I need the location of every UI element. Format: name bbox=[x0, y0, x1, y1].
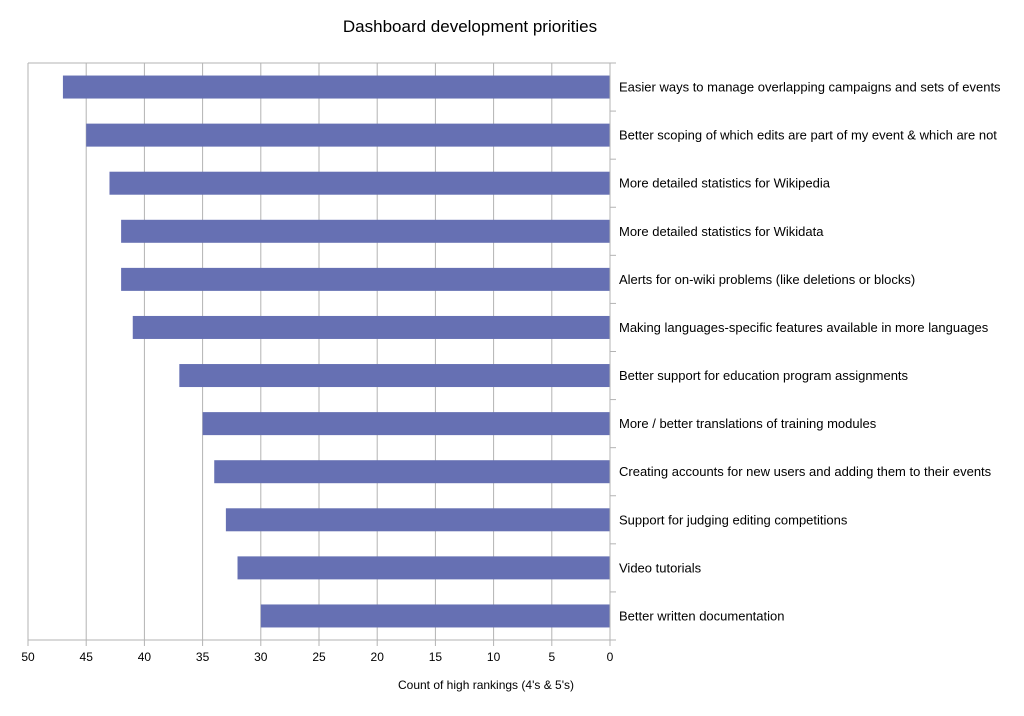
x-tick-label: 35 bbox=[196, 650, 210, 664]
x-tick-label: 0 bbox=[607, 650, 614, 664]
bar bbox=[62, 75, 611, 99]
x-tick-label: 45 bbox=[80, 650, 94, 664]
category-label: Creating accounts for new users and addi… bbox=[619, 464, 992, 479]
bar bbox=[109, 171, 610, 195]
category-label: Support for judging editing competitions bbox=[619, 512, 848, 527]
bar bbox=[121, 219, 611, 243]
x-tick-label: 15 bbox=[429, 650, 443, 664]
x-tick-label: 40 bbox=[138, 650, 152, 664]
category-labels: Easier ways to manage overlapping campai… bbox=[619, 80, 1001, 624]
bar bbox=[202, 412, 610, 436]
bar bbox=[260, 604, 610, 628]
x-tick-label: 25 bbox=[312, 650, 326, 664]
x-tick-label: 50 bbox=[21, 650, 35, 664]
category-label: More detailed statistics for Wikipedia bbox=[619, 176, 831, 191]
x-tick-label: 20 bbox=[371, 650, 385, 664]
category-label: More detailed statistics for Wikidata bbox=[619, 224, 824, 239]
category-label: More / better translations of training m… bbox=[619, 416, 877, 431]
x-axis-label: Count of high rankings (4's & 5's) bbox=[397, 678, 574, 692]
axes bbox=[28, 62, 616, 641]
bar bbox=[179, 364, 610, 388]
bar bbox=[121, 267, 611, 291]
category-label: Better support for education program ass… bbox=[619, 368, 909, 383]
x-tick-labels: 0 5 10 15 20 25 30 35 40 45 50 bbox=[21, 650, 613, 664]
bar bbox=[86, 123, 610, 147]
category-label: Better written documentation bbox=[619, 608, 784, 623]
bar bbox=[237, 556, 610, 580]
bar bbox=[214, 460, 611, 484]
chart-title: Dashboard development priorities bbox=[342, 17, 598, 36]
bar bbox=[132, 315, 610, 339]
x-tick-label: 5 bbox=[548, 650, 555, 664]
x-tick-label: 30 bbox=[254, 650, 268, 664]
category-label: Easier ways to manage overlapping campai… bbox=[619, 80, 1001, 95]
x-tick-label: 10 bbox=[487, 650, 501, 664]
bar bbox=[225, 508, 610, 532]
bars bbox=[62, 75, 611, 628]
category-label: Video tutorials bbox=[619, 560, 702, 575]
category-label: Alerts for on-wiki problems (like deleti… bbox=[619, 272, 915, 287]
category-label: Better scoping of which edits are part o… bbox=[619, 128, 997, 143]
category-label: Making languages-specific features avail… bbox=[619, 320, 989, 335]
